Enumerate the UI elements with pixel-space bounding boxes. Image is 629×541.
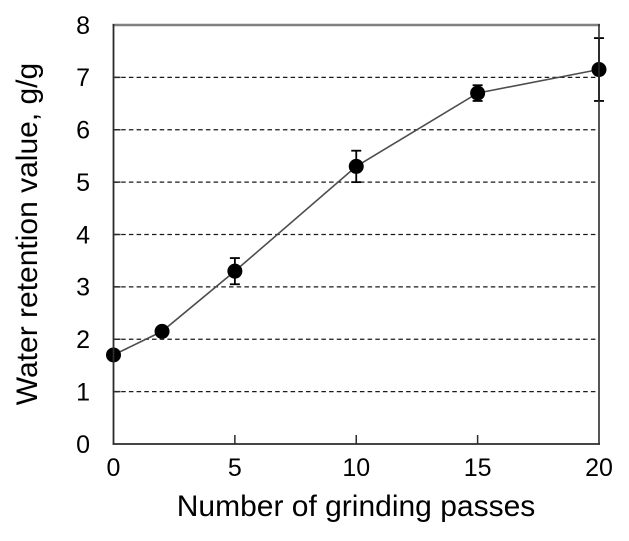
y-tick-label: 3: [76, 274, 90, 302]
y-tick-label: 6: [76, 117, 90, 145]
y-tick-label: 7: [76, 64, 90, 92]
x-tick-label: 0: [107, 454, 121, 482]
y-tick-label: 8: [76, 12, 90, 40]
x-tick-label: 15: [464, 454, 492, 482]
y-tick-label: 1: [76, 378, 90, 406]
data-point: [227, 263, 243, 279]
x-tick-label: 10: [342, 454, 370, 482]
data-point: [154, 323, 170, 339]
y-tick-label: 2: [76, 326, 90, 354]
x-axis-title: Number of grinding passes: [176, 490, 536, 523]
data-series-line: [113, 68, 600, 356]
y-tick-label: 0: [76, 431, 90, 459]
x-tick-label: 20: [585, 454, 613, 482]
y-tick-label: 5: [76, 169, 90, 197]
x-tick-label: 5: [228, 454, 242, 482]
data-point: [348, 158, 364, 174]
y-axis-title: Water retention value, g/g: [11, 62, 44, 406]
data-point: [470, 85, 486, 101]
y-tick-label: 4: [76, 221, 90, 249]
